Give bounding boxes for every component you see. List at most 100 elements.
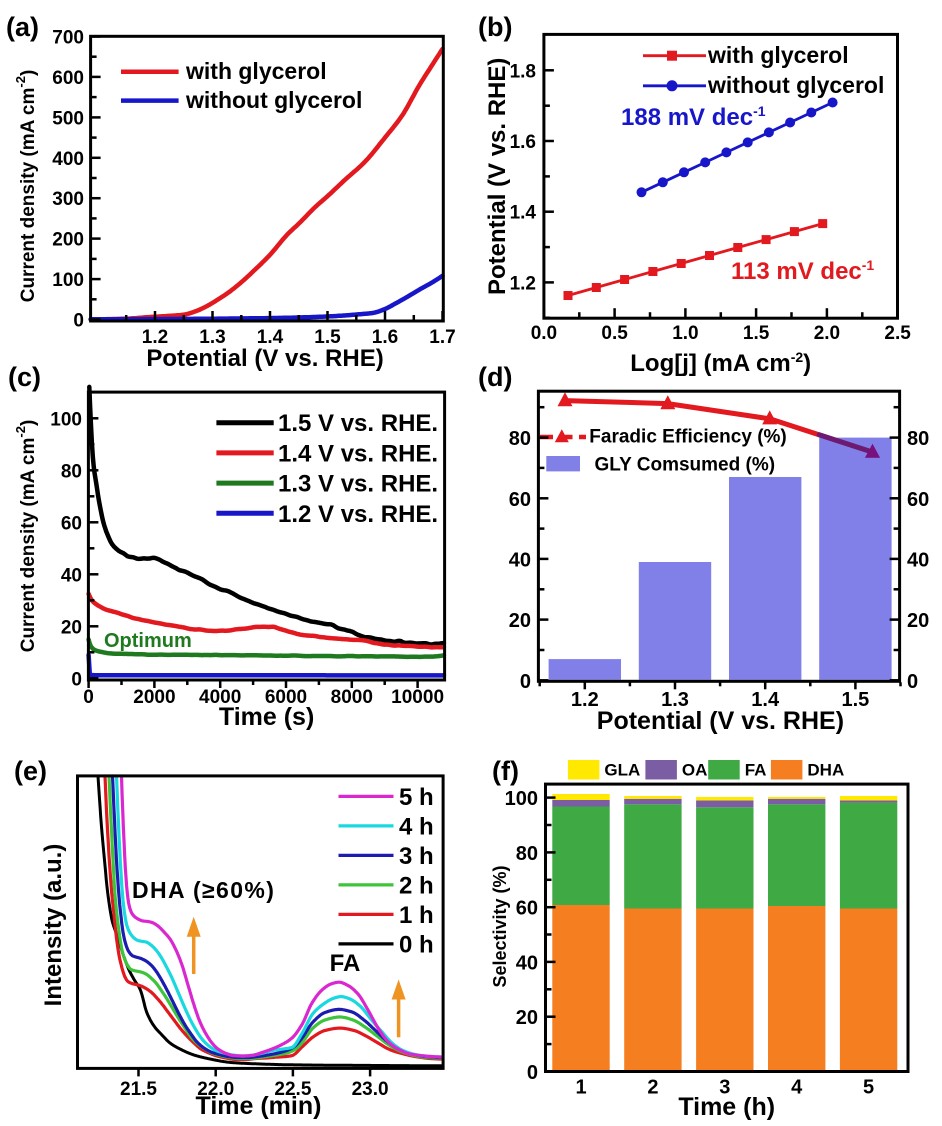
svg-text:1.6: 1.6	[372, 327, 398, 348]
svg-text:2.5: 2.5	[884, 323, 911, 344]
svg-text:0: 0	[83, 687, 94, 708]
svg-text:0: 0	[907, 671, 918, 693]
svg-text:21.5: 21.5	[120, 1079, 157, 1100]
svg-text:5: 5	[863, 1077, 874, 1099]
svg-text:1.2 V vs. RHE.: 1.2 V vs. RHE.	[278, 501, 438, 528]
svg-text:(f): (f)	[492, 756, 519, 786]
svg-text:Optimum: Optimum	[104, 630, 192, 652]
svg-text:DHA: DHA	[807, 761, 844, 780]
svg-text:200: 200	[52, 230, 84, 251]
svg-text:2: 2	[647, 1077, 658, 1099]
svg-text:40: 40	[509, 549, 531, 571]
svg-text:1.0: 1.0	[672, 323, 698, 344]
svg-text:1.4: 1.4	[510, 203, 537, 224]
svg-text:(a): (a)	[6, 12, 39, 42]
svg-text:40: 40	[61, 565, 82, 586]
svg-text:1: 1	[575, 1077, 586, 1099]
svg-text:700: 700	[52, 28, 84, 49]
svg-text:1.5: 1.5	[314, 327, 341, 348]
svg-text:Time (h): Time (h)	[678, 1093, 775, 1121]
svg-text:Potential (V vs. RHE): Potential (V vs. RHE)	[146, 345, 383, 372]
svg-text:0: 0	[527, 1062, 538, 1084]
svg-text:1.3 V vs. RHE.: 1.3 V vs. RHE.	[278, 471, 438, 498]
svg-text:100: 100	[50, 409, 82, 430]
svg-text:22.0: 22.0	[197, 1079, 234, 1100]
svg-text:(d): (d)	[478, 362, 512, 392]
svg-text:80: 80	[907, 428, 929, 450]
svg-text:22.5: 22.5	[274, 1079, 311, 1100]
svg-text:20: 20	[516, 1007, 538, 1029]
svg-text:(c): (c)	[8, 362, 41, 392]
svg-text:Potential (V vs. RHE): Potential (V vs. RHE)	[597, 707, 844, 735]
svg-text:Current density (mA cm-2): Current density (mA cm-2)	[13, 420, 39, 653]
svg-text:Faradic Efficiency (%): Faradic Efficiency (%)	[589, 427, 786, 448]
svg-text:Log[j] (mA cm-2): Log[j] (mA cm-2)	[630, 349, 811, 377]
svg-text:300: 300	[52, 189, 84, 210]
svg-text:8000: 8000	[331, 687, 373, 708]
svg-text:without glycerol: without glycerol	[707, 72, 884, 98]
svg-text:400: 400	[52, 149, 84, 170]
svg-text:3 h: 3 h	[399, 843, 434, 870]
svg-text:Potential (V vs. RHE): Potential (V vs. RHE)	[484, 58, 511, 295]
svg-text:1.4 V vs. RHE.: 1.4 V vs. RHE.	[278, 440, 438, 467]
svg-text:80: 80	[61, 461, 82, 482]
svg-text:with glycerol: with glycerol	[185, 58, 327, 84]
svg-text:(e): (e)	[14, 756, 47, 786]
svg-text:100: 100	[52, 270, 84, 291]
svg-text:with glycerol: with glycerol	[707, 42, 849, 68]
svg-text:113 mV dec-1: 113 mV dec-1	[731, 257, 874, 285]
svg-text:FA: FA	[330, 950, 361, 977]
svg-text:0 h: 0 h	[399, 931, 434, 958]
svg-text:60: 60	[61, 513, 82, 534]
svg-text:1.8: 1.8	[510, 61, 536, 82]
svg-text:without glycerol: without glycerol	[185, 87, 362, 113]
svg-text:1.5: 1.5	[743, 323, 770, 344]
svg-text:1.3: 1.3	[199, 327, 225, 348]
svg-text:2.0: 2.0	[814, 323, 840, 344]
svg-text:Current density (mA cm-2): Current density (mA cm-2)	[13, 70, 39, 303]
svg-text:1.3: 1.3	[661, 689, 689, 711]
svg-text:1.5: 1.5	[841, 689, 869, 711]
svg-text:3: 3	[719, 1077, 730, 1099]
svg-text:60: 60	[516, 898, 538, 920]
svg-text:1.4: 1.4	[257, 327, 284, 348]
svg-text:1.2: 1.2	[510, 273, 536, 294]
svg-text:1.5 V vs. RHE.: 1.5 V vs. RHE.	[278, 410, 438, 437]
svg-text:2000: 2000	[133, 687, 175, 708]
svg-text:0.0: 0.0	[531, 323, 557, 344]
svg-text:0: 0	[73, 311, 84, 332]
svg-text:10000: 10000	[391, 687, 444, 708]
svg-text:80: 80	[516, 843, 538, 865]
svg-text:0: 0	[520, 671, 531, 693]
svg-text:500: 500	[52, 108, 84, 129]
svg-text:188 mV dec-1: 188 mV dec-1	[621, 103, 766, 131]
svg-text:40: 40	[907, 549, 929, 571]
svg-text:60: 60	[509, 489, 531, 511]
svg-text:600: 600	[52, 68, 84, 89]
svg-text:FA: FA	[745, 761, 767, 780]
svg-text:Selectivity (%): Selectivity (%)	[490, 865, 510, 987]
svg-text:4 h: 4 h	[399, 813, 434, 840]
svg-text:4: 4	[791, 1077, 803, 1099]
svg-text:6000: 6000	[265, 687, 307, 708]
svg-text:5 h: 5 h	[399, 784, 434, 811]
svg-text:1 h: 1 h	[399, 902, 434, 929]
svg-text:20: 20	[509, 610, 531, 632]
svg-text:OA: OA	[682, 761, 708, 780]
svg-text:60: 60	[907, 489, 929, 511]
svg-text:23.0: 23.0	[352, 1079, 389, 1100]
svg-text:(b): (b)	[478, 12, 512, 42]
svg-text:1.2: 1.2	[571, 689, 599, 711]
svg-text:100: 100	[505, 788, 538, 810]
svg-text:1.7: 1.7	[429, 327, 455, 348]
svg-text:0.5: 0.5	[601, 323, 628, 344]
svg-text:1.6: 1.6	[510, 132, 536, 153]
svg-text:80: 80	[509, 428, 531, 450]
svg-text:20: 20	[61, 617, 82, 638]
svg-text:1.4: 1.4	[751, 689, 780, 711]
svg-text:DHA (≥60%): DHA (≥60%)	[132, 877, 275, 903]
svg-text:Time (min): Time (min)	[196, 1092, 322, 1120]
svg-text:0: 0	[71, 669, 82, 690]
svg-text:Time (s): Time (s)	[219, 703, 314, 731]
svg-text:40: 40	[516, 952, 538, 974]
